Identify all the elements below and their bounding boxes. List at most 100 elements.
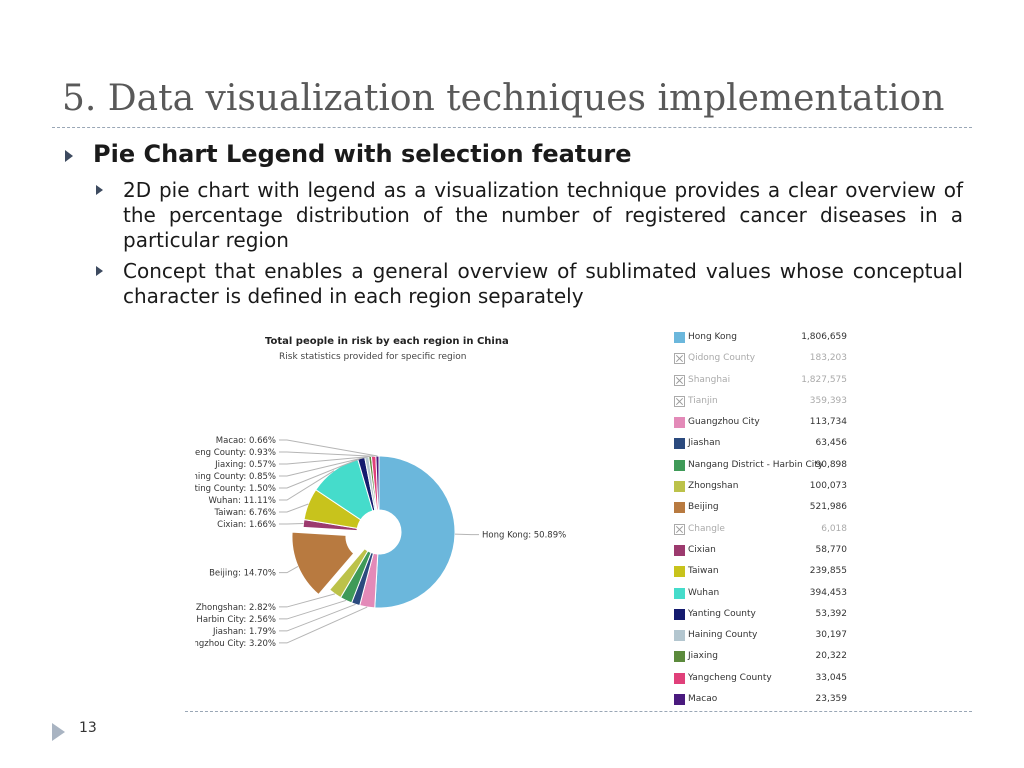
legend-value: 1,806,659	[801, 332, 847, 342]
pie-slice-hong-kong[interactable]	[374, 455, 456, 609]
legend-swatch	[674, 481, 685, 493]
pie-connector	[279, 565, 299, 574]
legend-swatch	[674, 566, 685, 578]
legend-label: Jiashan	[688, 438, 721, 449]
pie-connector	[279, 439, 378, 457]
unchecked-box-icon	[674, 374, 685, 386]
legend-value: 23,359	[815, 694, 848, 705]
pie-connector	[279, 451, 374, 457]
chart-subtitle: Risk statistics provided for specific re…	[279, 352, 466, 362]
legend-item-haining-county[interactable]: Haining County 30,197	[670, 625, 855, 646]
legend-swatch	[674, 502, 685, 514]
pie-connector	[279, 522, 304, 525]
legend-label: Wuhan	[688, 587, 720, 598]
legend-label: Yangcheng County	[688, 672, 772, 683]
legend-item-jiashan[interactable]: Jiashan 63,456	[670, 433, 855, 454]
legend-item-guangzhou-city[interactable]: Guangzhou City 113,734	[670, 412, 855, 433]
legend-label: Cixian	[688, 544, 716, 555]
pie-label: Macao: 0.66%	[216, 436, 276, 446]
legend-item-nangang-district-harbin-city[interactable]: Nangang District - Harbin City 90,898	[670, 455, 855, 476]
unchecked-box-icon	[674, 353, 685, 365]
pie-connector	[279, 456, 371, 465]
legend-label: Taiwan	[688, 566, 719, 577]
legend-item-qidong-county[interactable]: Qidong County 183,203	[670, 348, 855, 369]
pie-connector	[279, 593, 336, 608]
pie-connector	[279, 603, 356, 632]
legend-label: Jiaxing	[688, 651, 718, 662]
pie-label: Beijing: 14.70%	[209, 569, 276, 579]
pie-label: Yangcheng County: 0.93%	[195, 448, 276, 458]
legend-label: Qidong County	[688, 353, 756, 364]
legend-item-cixian[interactable]: Cixian 58,770	[670, 540, 855, 561]
pie-label: Guangzhou City: 3.20%	[195, 639, 276, 649]
unchecked-box-icon	[674, 523, 685, 535]
chart-legend: Hong Kong 1,806,659 Qidong County 183,203 Sh…	[670, 327, 855, 710]
legend-item-yanting-county[interactable]: Yanting County 53,392	[670, 604, 855, 625]
legend-value: 100,073	[809, 481, 847, 492]
legend-label: Shanghai	[688, 374, 731, 385]
legend-value: 20,322	[815, 651, 848, 662]
pie-label: Zhongshan: 2.82%	[196, 603, 276, 613]
legend-swatch	[674, 417, 685, 429]
legend-item-shanghai[interactable]: Shanghai 1,827,575	[670, 370, 855, 391]
legend-value: 6,018	[821, 523, 847, 534]
sub-bullet: Concept that enables a general overview …	[123, 259, 963, 308]
legend-value: 1,827,575	[801, 374, 847, 385]
legend-label: Haining County	[688, 630, 758, 641]
legend-swatch	[674, 544, 685, 556]
legend-item-tianjin[interactable]: Tianjin 359,393	[670, 391, 855, 412]
pie-slice-beijing[interactable]	[291, 531, 355, 596]
chart-title: Total people in risk by each region in C…	[265, 336, 509, 347]
legend-item-jiaxing[interactable]: Jiaxing 20,322	[670, 646, 855, 667]
pie-slice-zhongshan[interactable]	[328, 548, 369, 599]
legend-label: Zhongshan	[688, 481, 739, 492]
pie-connector	[279, 606, 368, 644]
sub-bullet: 2D pie chart with legend as a visualizat…	[123, 178, 963, 252]
legend-item-hong-kong[interactable]: Hong Kong 1,806,659	[670, 327, 855, 348]
pie-connector	[279, 599, 347, 620]
legend-value: 30,197	[815, 630, 848, 641]
legend-item-changle[interactable]: Changle 6,018	[670, 519, 855, 540]
bullet-arrow-icon	[65, 150, 73, 162]
bullet-arrow-icon	[96, 266, 103, 276]
legend-swatch	[674, 438, 685, 450]
legend-label: Guangzhou City	[688, 417, 760, 428]
pie-label: Haining County: 0.85%	[195, 472, 276, 482]
legend-swatch	[674, 332, 685, 343]
legend-label: Macao	[688, 694, 718, 705]
footer-divider	[185, 711, 972, 712]
legend-value: 239,855	[809, 566, 847, 577]
legend-label: Changle	[688, 523, 725, 534]
legend-label: Beijing	[688, 502, 719, 513]
legend-value: 521,986	[809, 502, 847, 513]
legend-item-macao[interactable]: Macao 23,359	[670, 689, 855, 710]
legend-swatch	[674, 608, 685, 620]
pie-connector	[279, 503, 309, 513]
pie-label: Jiaxing: 0.57%	[214, 460, 276, 470]
legend-label: Hong Kong	[688, 332, 737, 342]
legend-item-yangcheng-county[interactable]: Yangcheng County 33,045	[670, 668, 855, 689]
pie-label: Jiashan: 1.79%	[212, 627, 276, 637]
unchecked-box-icon	[674, 395, 685, 407]
legend-item-zhongshan[interactable]: Zhongshan 100,073	[670, 476, 855, 497]
legend-swatch	[674, 587, 685, 599]
bullet-arrow-icon	[96, 185, 103, 195]
pie-connector	[279, 457, 362, 489]
legend-swatch	[674, 651, 685, 663]
pie-connector	[279, 470, 335, 501]
legend-value: 63,456	[815, 438, 848, 449]
legend-value: 113,734	[809, 417, 847, 428]
footer-arrow-icon	[52, 723, 65, 741]
slide-title: 5. Data visualization techniques impleme…	[62, 78, 945, 119]
legend-item-taiwan[interactable]: Taiwan 239,855	[670, 561, 855, 582]
legend-value: 183,203	[809, 353, 847, 364]
legend-item-wuhan[interactable]: Wuhan 394,453	[670, 583, 855, 604]
pie-label: Wuhan: 11.11%	[209, 496, 276, 506]
pie-label: Cixian: 1.66%	[217, 520, 276, 530]
legend-value: 33,045	[815, 672, 848, 683]
pie-chart: Total people in risk by each region in C…	[195, 336, 566, 649]
pie-label: Taiwan: 6.76%	[214, 508, 276, 518]
legend-swatch	[674, 459, 685, 471]
pie-label: Nangang District - Harbin City: 2.56%	[195, 615, 276, 625]
legend-item-beijing[interactable]: Beijing 521,986	[670, 497, 855, 518]
